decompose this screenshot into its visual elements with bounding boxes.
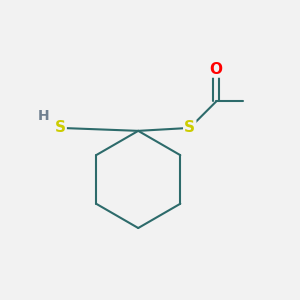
Text: S: S [55,120,66,135]
Text: O: O [210,61,223,76]
Text: H: H [38,109,50,123]
Text: S: S [184,120,195,135]
